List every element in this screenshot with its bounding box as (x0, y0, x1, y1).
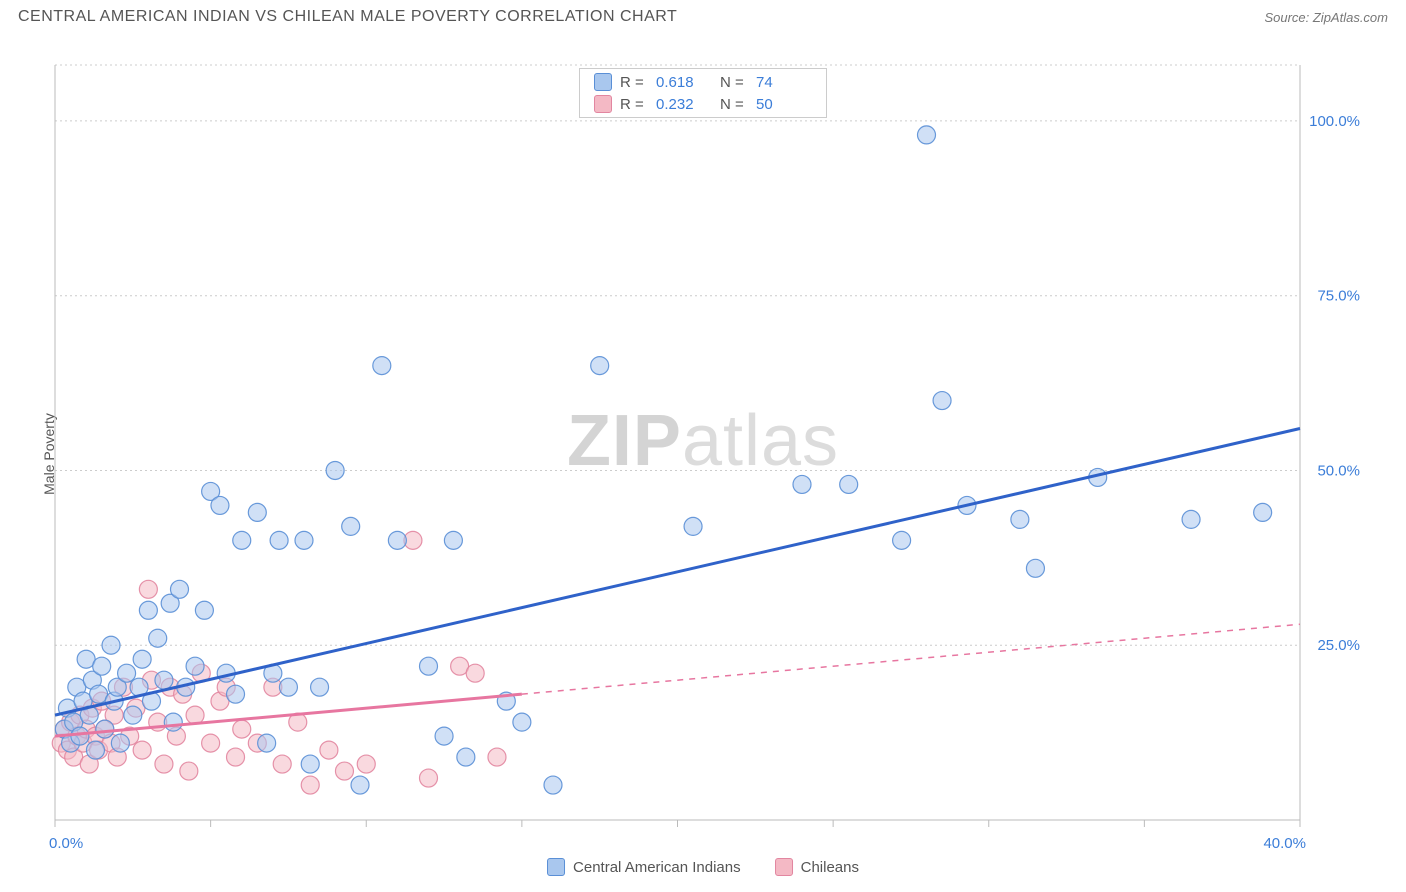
svg-text:25.0%: 25.0% (1317, 637, 1360, 654)
chart-title: CENTRAL AMERICAN INDIAN VS CHILEAN MALE … (18, 8, 677, 26)
svg-text:40.0%: 40.0% (1263, 835, 1306, 852)
source-prefix: Source: (1264, 10, 1312, 25)
swatch-series-1 (594, 73, 612, 91)
correlation-legend: R = 0.618 N = 74 R = 0.232 N = 50 (579, 68, 827, 118)
swatch-series-1 (547, 858, 565, 876)
legend-row-series-2: R = 0.232 N = 50 (580, 93, 826, 115)
svg-text:0.0%: 0.0% (49, 835, 83, 852)
n-value-series-2: 50 (756, 96, 812, 113)
svg-text:100.0%: 100.0% (1309, 113, 1360, 130)
n-value-series-1: 74 (756, 74, 812, 91)
series-1-name: Central American Indians (573, 859, 741, 876)
swatch-series-2 (594, 95, 612, 113)
n-label: N = (720, 96, 748, 113)
r-value-series-1: 0.618 (656, 74, 712, 91)
legend-row-series-1: R = 0.618 N = 74 (580, 71, 826, 93)
n-label: N = (720, 74, 748, 91)
series-legend: Central American Indians Chileans (547, 858, 859, 876)
swatch-series-2 (775, 858, 793, 876)
series-2-name: Chileans (801, 859, 859, 876)
r-value-series-2: 0.232 (656, 96, 712, 113)
r-label: R = (620, 96, 648, 113)
svg-text:50.0%: 50.0% (1317, 462, 1360, 479)
scatter-chart-svg: 25.0% 50.0% 75.0% 100.0% 0.0% 40.0% (0, 30, 1406, 878)
chart-area: Male Poverty ZIPatlas 25.0%50.0%75.0%100… (0, 30, 1406, 878)
chart-header: CENTRAL AMERICAN INDIAN VS CHILEAN MALE … (0, 0, 1406, 30)
svg-text:75.0%: 75.0% (1317, 288, 1360, 305)
legend-item-series-2: Chileans (775, 858, 859, 876)
chart-source: Source: ZipAtlas.com (1264, 10, 1388, 25)
legend-item-series-1: Central American Indians (547, 858, 741, 876)
r-label: R = (620, 74, 648, 91)
source-name: ZipAtlas.com (1313, 10, 1388, 25)
